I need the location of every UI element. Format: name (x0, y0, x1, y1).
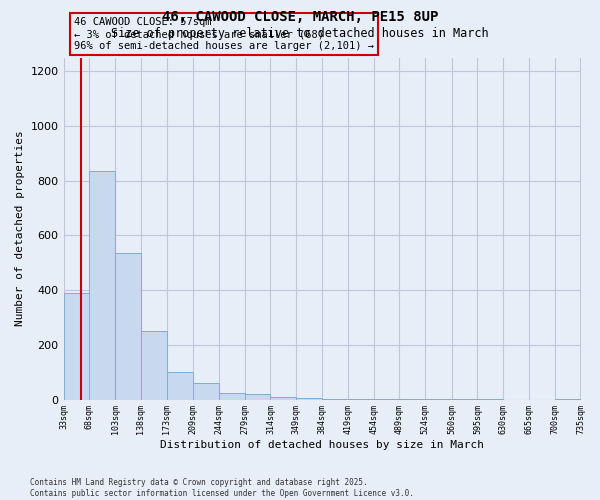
Bar (245, 394, 271, 400)
Bar (296, 398, 322, 400)
Bar (115, 253, 141, 400)
Text: 46 CAWOOD CLOSE: 57sqm
← 3% of detached houses are smaller (68)
96% of semi-deta: 46 CAWOOD CLOSE: 57sqm ← 3% of detached … (74, 18, 374, 50)
Bar (89, 171, 115, 400)
Bar (322, 399, 348, 400)
Y-axis label: Number of detached properties: Number of detached properties (15, 130, 25, 326)
Text: Contains HM Land Registry data © Crown copyright and database right 2025.
Contai: Contains HM Land Registry data © Crown c… (30, 478, 414, 498)
Bar (348, 399, 374, 400)
Bar (193, 383, 219, 400)
Text: 46, CAWOOD CLOSE, MARCH, PE15 8UP: 46, CAWOOD CLOSE, MARCH, PE15 8UP (162, 10, 438, 24)
Bar (64, 293, 89, 400)
Bar (167, 372, 193, 400)
X-axis label: Distribution of detached houses by size in March: Distribution of detached houses by size … (160, 440, 484, 450)
Text: Size of property relative to detached houses in March: Size of property relative to detached ho… (111, 28, 489, 40)
Bar (141, 331, 167, 400)
Bar (219, 392, 245, 400)
Bar (271, 397, 296, 400)
